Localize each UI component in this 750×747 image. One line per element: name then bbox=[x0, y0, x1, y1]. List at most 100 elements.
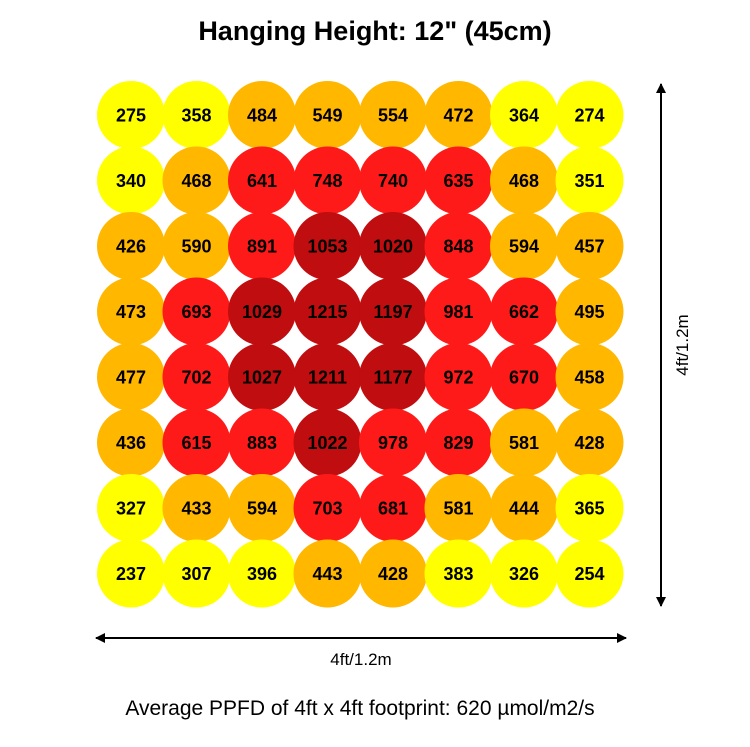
ppfd-value-4-7: 458 bbox=[574, 368, 604, 388]
ppfd-value-7-2: 396 bbox=[247, 564, 277, 584]
ppfd-value-5-5: 829 bbox=[443, 433, 473, 453]
ppfd-value-0-3: 549 bbox=[312, 106, 342, 126]
ppfd-value-3-0: 473 bbox=[116, 302, 146, 322]
ppfd-cell-6-5 bbox=[424, 474, 493, 542]
ppfd-cell-6-3 bbox=[293, 474, 362, 542]
ppfd-cell-7-1 bbox=[162, 539, 231, 608]
ppfd-cell-4-2 bbox=[228, 343, 296, 411]
ppfd-value-7-5: 383 bbox=[443, 564, 473, 584]
ppfd-value-0-1: 358 bbox=[181, 106, 211, 126]
ppfd-value-6-7: 365 bbox=[574, 499, 604, 519]
ppfd-cell-7-7 bbox=[555, 539, 624, 608]
ppfd-cell-2-7 bbox=[555, 212, 624, 280]
ppfd-value-5-4: 978 bbox=[378, 433, 408, 453]
ppfd-value-7-6: 326 bbox=[509, 564, 539, 584]
ppfd-value-6-4: 681 bbox=[378, 499, 408, 519]
ppfd-cell-2-6 bbox=[490, 212, 558, 280]
ppfd-value-5-7: 428 bbox=[574, 433, 604, 453]
ppfd-value-2-0: 426 bbox=[116, 237, 146, 257]
ppfd-cell-6-6 bbox=[490, 474, 558, 542]
ppfd-value-6-6: 444 bbox=[509, 499, 539, 519]
ppfd-cell-2-2 bbox=[228, 212, 296, 280]
ppfd-cell-5-0 bbox=[97, 408, 165, 477]
ppfd-value-0-0: 275 bbox=[116, 106, 146, 126]
ppfd-cell-6-2 bbox=[228, 474, 296, 542]
ppfd-value-4-1: 702 bbox=[181, 368, 211, 388]
ppfd-cell-1-7 bbox=[555, 146, 624, 215]
ppfd-value-7-3: 443 bbox=[312, 564, 342, 584]
ppfd-value-7-7: 254 bbox=[574, 564, 604, 584]
ppfd-value-0-5: 472 bbox=[443, 106, 473, 126]
ppfd-cell-4-3 bbox=[293, 343, 362, 411]
ppfd-cell-0-2 bbox=[228, 81, 296, 149]
ppfd-value-2-1: 590 bbox=[181, 237, 211, 257]
ppfd-value-0-4: 554 bbox=[378, 106, 408, 126]
ppfd-cell-5-7 bbox=[555, 408, 624, 477]
ppfd-value-2-4: 1020 bbox=[373, 237, 413, 257]
ppfd-cell-0-0 bbox=[97, 81, 165, 149]
ppfd-cell-6-4 bbox=[359, 474, 427, 542]
ppfd-cell-1-5 bbox=[424, 146, 493, 215]
ppfd-cell-7-5 bbox=[424, 539, 493, 608]
ppfd-value-6-5: 581 bbox=[443, 499, 473, 519]
ppfd-value-3-5: 981 bbox=[443, 302, 473, 322]
ppfd-cell-3-7 bbox=[555, 277, 624, 346]
ppfd-cell-0-5 bbox=[424, 81, 493, 149]
ppfd-value-1-4: 740 bbox=[378, 171, 408, 191]
ppfd-value-2-5: 848 bbox=[443, 237, 473, 257]
ppfd-cell-1-2 bbox=[228, 146, 296, 215]
ppfd-cell-2-3 bbox=[293, 212, 362, 280]
ppfd-cell-5-3 bbox=[293, 408, 362, 477]
ppfd-cell-6-7 bbox=[555, 474, 624, 542]
heatmap-cells: 275 358 484 549 554 472 364 274 340 468 641 748 740 6… bbox=[97, 81, 624, 608]
ppfd-value-2-6: 594 bbox=[509, 237, 539, 257]
ppfd-cell-1-4 bbox=[359, 146, 427, 215]
ppfd-value-4-2: 1027 bbox=[242, 368, 282, 388]
ppfd-cell-2-0 bbox=[97, 212, 165, 280]
ppfd-cell-1-1 bbox=[162, 146, 231, 215]
ppfd-cell-3-3 bbox=[293, 277, 362, 346]
ppfd-value-4-6: 670 bbox=[509, 368, 539, 388]
ppfd-value-2-7: 457 bbox=[574, 237, 604, 257]
ppfd-cell-4-4 bbox=[359, 343, 427, 411]
ppfd-value-6-1: 433 bbox=[181, 499, 211, 519]
ppfd-cell-7-4 bbox=[359, 539, 427, 608]
ppfd-cell-5-4 bbox=[359, 408, 427, 477]
ppfd-cell-5-6 bbox=[490, 408, 558, 477]
ppfd-value-6-0: 327 bbox=[116, 499, 146, 519]
ppfd-cell-4-6 bbox=[490, 343, 558, 411]
ppfd-cell-1-6 bbox=[490, 146, 558, 215]
ppfd-cell-2-1 bbox=[162, 212, 231, 280]
ppfd-cell-4-5 bbox=[424, 343, 493, 411]
ppfd-value-3-7: 495 bbox=[574, 302, 604, 322]
ppfd-cell-3-1 bbox=[162, 277, 231, 346]
ppfd-value-1-7: 351 bbox=[574, 171, 604, 191]
ppfd-cell-1-0 bbox=[97, 146, 165, 215]
ppfd-value-7-1: 307 bbox=[181, 564, 211, 584]
ppfd-value-0-6: 364 bbox=[509, 106, 539, 126]
ppfd-value-1-0: 340 bbox=[116, 171, 146, 191]
ppfd-cell-3-2 bbox=[228, 277, 296, 346]
ppfd-value-7-4: 428 bbox=[378, 564, 408, 584]
ppfd-value-6-3: 703 bbox=[312, 499, 342, 519]
ppfd-value-0-2: 484 bbox=[247, 106, 277, 126]
ppfd-value-4-3: 1211 bbox=[308, 368, 347, 388]
ppfd-cell-4-1 bbox=[162, 343, 231, 411]
ppfd-cell-7-2 bbox=[228, 539, 296, 608]
ppfd-value-5-6: 581 bbox=[509, 433, 539, 453]
ppfd-value-5-0: 436 bbox=[116, 433, 146, 453]
ppfd-cell-5-1 bbox=[162, 408, 231, 477]
ppfd-cell-4-0 bbox=[97, 343, 165, 411]
ppfd-cell-7-6 bbox=[490, 539, 558, 608]
ppfd-value-5-3: 1022 bbox=[307, 433, 347, 453]
ppfd-cell-3-6 bbox=[490, 277, 558, 346]
ppfd-value-4-5: 972 bbox=[443, 368, 473, 388]
ppfd-value-1-2: 641 bbox=[247, 171, 277, 191]
ppfd-cell-1-3 bbox=[293, 146, 362, 215]
ppfd-cell-2-5 bbox=[424, 212, 493, 280]
ppfd-cell-4-7 bbox=[555, 343, 624, 411]
ppfd-value-3-6: 662 bbox=[509, 302, 539, 322]
ppfd-value-1-6: 468 bbox=[509, 171, 539, 191]
ppfd-cell-6-1 bbox=[162, 474, 231, 542]
ppfd-value-4-4: 1177 bbox=[373, 368, 412, 388]
